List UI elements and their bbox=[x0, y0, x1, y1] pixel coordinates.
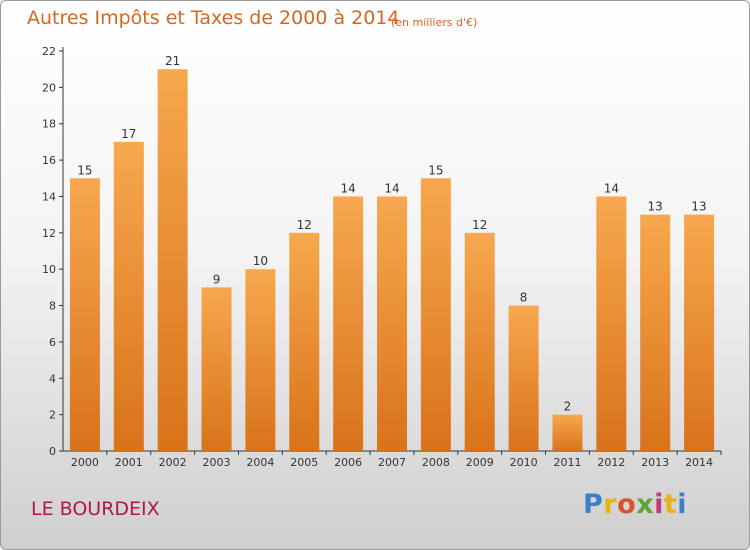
x-tick-label: 2010 bbox=[510, 456, 538, 469]
bar bbox=[69, 178, 100, 452]
bar-value-label: 21 bbox=[165, 54, 180, 68]
bar-value-label: 8 bbox=[520, 291, 528, 305]
x-tick-label: 2000 bbox=[71, 456, 99, 469]
bar bbox=[333, 196, 364, 451]
x-tick-label: 2009 bbox=[466, 456, 494, 469]
y-tick-label: 22 bbox=[42, 45, 56, 58]
y-tick-label: 16 bbox=[42, 154, 56, 167]
logo-letter: i bbox=[677, 489, 688, 520]
x-tick-label: 2004 bbox=[246, 456, 274, 469]
bar-value-label: 13 bbox=[691, 200, 706, 214]
bar bbox=[157, 69, 188, 451]
y-tick-label: 4 bbox=[49, 372, 56, 385]
logo-letter: i bbox=[654, 489, 664, 520]
bar-value-label: 12 bbox=[297, 218, 312, 232]
chart-title: Autres Impôts et Taxes de 2000 à 2014 bbox=[27, 7, 400, 29]
y-tick-label: 10 bbox=[42, 263, 56, 276]
x-tick-label: 2006 bbox=[334, 456, 362, 469]
bar-value-label: 10 bbox=[253, 254, 268, 268]
bar bbox=[201, 287, 232, 451]
x-tick-label: 2013 bbox=[641, 456, 669, 469]
x-tick-label: 2001 bbox=[115, 456, 143, 469]
proxiti-logo[interactable]: Proxiti bbox=[583, 489, 687, 520]
chart-subtitle: (en milliers d'€) bbox=[391, 16, 478, 29]
bar bbox=[377, 196, 407, 451]
y-tick-label: 12 bbox=[42, 227, 56, 240]
bar bbox=[508, 305, 539, 451]
x-tick-label: 2007 bbox=[378, 456, 406, 469]
x-tick-label: 2002 bbox=[159, 456, 187, 469]
bar bbox=[289, 232, 320, 451]
y-tick-label: 2 bbox=[49, 409, 56, 422]
bar-value-label: 17 bbox=[121, 127, 136, 141]
place-name: LE BOURDEIX bbox=[31, 498, 160, 520]
bar bbox=[640, 214, 671, 451]
bar-value-label: 15 bbox=[428, 163, 443, 177]
bar-value-label: 14 bbox=[604, 181, 619, 195]
bar bbox=[596, 196, 627, 451]
bar bbox=[684, 214, 715, 451]
x-tick-label: 2003 bbox=[203, 456, 231, 469]
y-tick-label: 0 bbox=[49, 445, 56, 458]
bar-value-label: 15 bbox=[77, 163, 92, 177]
logo-letter: x bbox=[636, 489, 655, 520]
logo-letter: t bbox=[663, 489, 678, 520]
x-tick-label: 2005 bbox=[290, 456, 318, 469]
x-tick-label: 2014 bbox=[685, 456, 713, 469]
bar bbox=[113, 141, 144, 451]
bar bbox=[464, 232, 495, 451]
y-tick-label: 18 bbox=[42, 118, 56, 131]
x-tick-label: 2012 bbox=[597, 456, 625, 469]
y-tick-label: 6 bbox=[49, 336, 56, 349]
y-tick-label: 8 bbox=[49, 300, 56, 313]
bar bbox=[420, 178, 451, 452]
y-tick-label: 14 bbox=[42, 190, 56, 203]
bar bbox=[552, 414, 583, 451]
logo-letter: P bbox=[583, 489, 604, 520]
bar-value-label: 13 bbox=[648, 200, 663, 214]
logo-letter: r bbox=[603, 489, 618, 520]
x-tick-label: 2011 bbox=[553, 456, 581, 469]
bar-value-label: 2 bbox=[564, 400, 572, 414]
bar bbox=[245, 269, 276, 451]
logo-letter: o bbox=[617, 489, 637, 520]
bar-value-label: 9 bbox=[213, 272, 221, 286]
bar-value-label: 14 bbox=[384, 181, 399, 195]
x-tick-label: 2008 bbox=[422, 456, 450, 469]
bar-value-label: 12 bbox=[472, 218, 487, 232]
bar-value-label: 14 bbox=[340, 181, 355, 195]
y-tick-label: 20 bbox=[42, 81, 56, 94]
